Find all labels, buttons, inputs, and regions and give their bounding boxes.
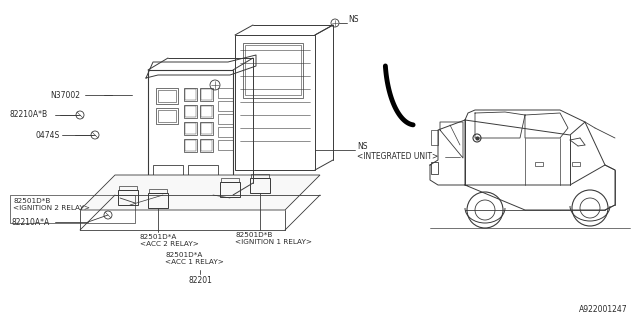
Bar [218,101,233,111]
Bar [245,45,301,95]
Text: 82210A*B: 82210A*B [10,110,48,119]
Polygon shape [80,175,320,210]
Bar [158,110,176,122]
Bar [188,165,218,187]
Bar [10,195,135,223]
Bar [218,127,233,137]
Bar [243,43,303,98]
Text: 82201: 82201 [188,276,212,285]
Bar [185,106,196,117]
Bar [251,174,269,178]
Bar [201,123,212,134]
Bar [119,186,137,190]
Bar [184,139,197,152]
Text: A922001247: A922001247 [579,305,628,314]
Text: 0474S: 0474S [35,131,60,140]
Bar [201,89,212,100]
Bar [572,162,580,166]
Bar [200,139,213,152]
Text: N37002: N37002 [50,91,80,100]
Bar [184,122,197,135]
Bar [200,105,213,118]
Bar [118,190,138,205]
Text: NS: NS [348,15,358,25]
Text: 82501D*A
<ACC 2 RELAY>: 82501D*A <ACC 2 RELAY> [140,234,199,247]
Text: 82501D*B
<IGNITION 2 RELAY>: 82501D*B <IGNITION 2 RELAY> [13,198,90,211]
Bar [200,122,213,135]
Bar [431,130,438,145]
Bar [185,140,196,151]
Bar [185,123,196,134]
Text: 82210A*A: 82210A*A [12,218,51,227]
Bar [184,88,197,101]
Text: 82501D*A
<ACC 1 RELAY>: 82501D*A <ACC 1 RELAY> [165,252,224,265]
Bar [153,165,183,187]
Bar [250,178,270,193]
Bar [149,189,167,193]
Bar [148,193,168,208]
Bar [200,88,213,101]
Bar [158,90,176,102]
Bar [148,70,233,195]
Text: NS
<INTEGRATED UNIT>: NS <INTEGRATED UNIT> [357,142,438,161]
Bar [220,182,240,197]
Bar [201,106,212,117]
Bar [235,35,315,170]
Bar [535,162,543,166]
Bar [221,178,239,182]
Bar [201,140,212,151]
Bar [184,105,197,118]
Bar [185,89,196,100]
Text: 82501D*B
<IGNITION 1 RELAY>: 82501D*B <IGNITION 1 RELAY> [235,232,312,245]
Bar [156,108,178,124]
Bar [218,88,233,98]
Bar [156,88,178,104]
Bar [431,162,438,174]
Bar [218,114,233,124]
Bar [218,140,233,150]
